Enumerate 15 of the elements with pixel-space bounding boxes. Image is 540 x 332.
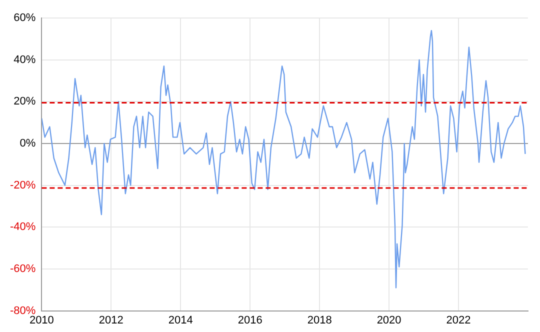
y-tick-label: 0%	[20, 138, 36, 150]
y-tick-label: -80%	[10, 304, 36, 317]
y-tick-label: -40%	[10, 221, 36, 234]
x-tick-label: 2018	[307, 314, 332, 326]
x-tick-label: 2016	[238, 314, 262, 326]
y-tick-label: -20%	[10, 179, 36, 192]
x-tick-label: 2020	[376, 314, 402, 326]
x-tick-label: 2014	[168, 314, 193, 326]
x-tick-label: 2010	[29, 314, 54, 326]
x-tick-label: 2012	[98, 314, 124, 326]
y-tick-label: 20%	[14, 96, 36, 108]
y-tick-label: 60%	[14, 12, 36, 24]
y-tick-label: -60%	[10, 263, 36, 276]
y-tick-label: 40%	[14, 54, 36, 66]
x-tick-label: 2022	[446, 314, 471, 326]
